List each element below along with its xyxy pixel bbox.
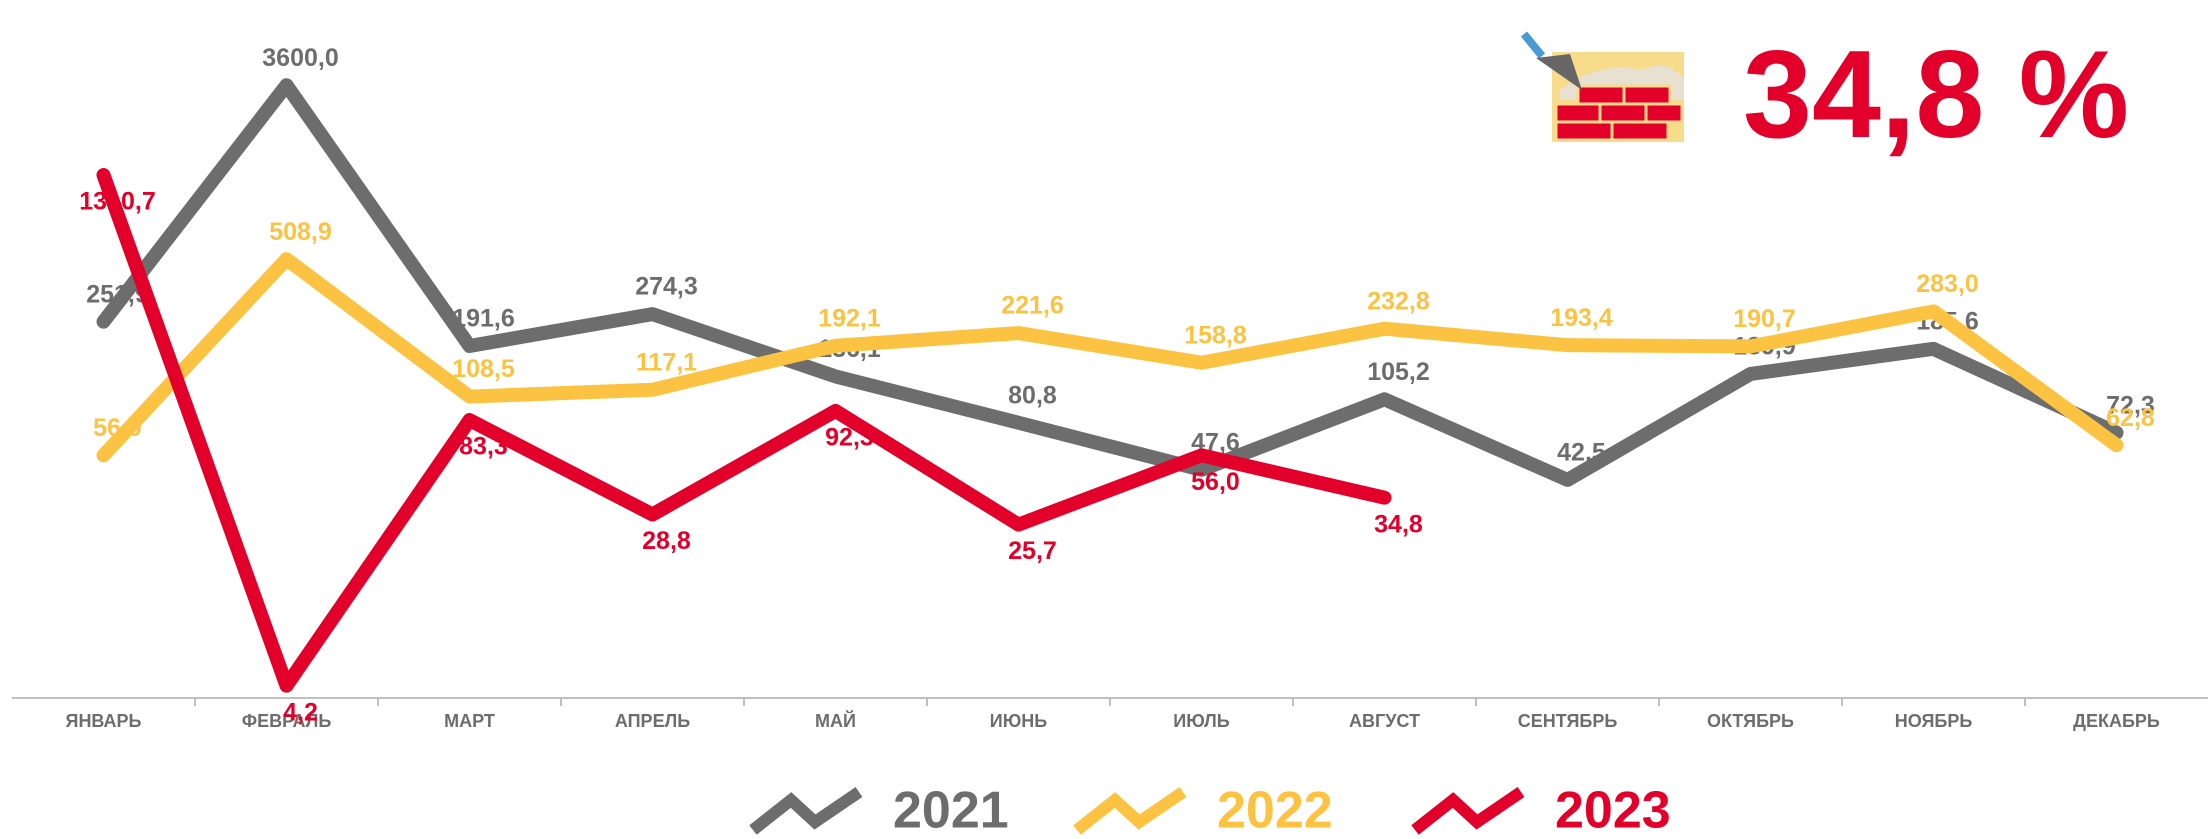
- data-label: 191,6: [452, 305, 515, 333]
- brick-icon: [1520, 31, 1684, 142]
- series-line: [96, 168, 1392, 693]
- data-label: 28,8: [642, 527, 691, 555]
- data-label: 3600,0: [262, 44, 338, 72]
- data-label: 117,1: [636, 348, 697, 376]
- x-tick-label: АВГУСТ: [1349, 711, 1420, 731]
- data-label: 25,7: [1008, 537, 1057, 565]
- legend-label: 2022: [1217, 782, 1333, 839]
- headline: 34,8 %: [1743, 26, 2129, 164]
- data-label: 1310,7: [79, 188, 155, 216]
- x-tick-label: ОКТЯБРЬ: [1707, 711, 1794, 731]
- data-label: 42,5: [1557, 438, 1606, 466]
- data-label: 4,2: [283, 698, 318, 726]
- data-label: 192,1: [818, 304, 881, 332]
- legend-swatch: [749, 787, 863, 835]
- data-label: 232,8: [1367, 287, 1430, 315]
- data-label: 34,8: [1374, 510, 1423, 538]
- x-tick-label: ДЕКАБРЬ: [2073, 711, 2160, 731]
- data-label: 80,8: [1008, 381, 1057, 409]
- legend-swatch: [1411, 787, 1525, 835]
- data-label: 56,0: [93, 414, 142, 442]
- data-label: 72,3: [2106, 391, 2155, 419]
- data-label: 83,3: [459, 433, 508, 461]
- data-label: 274,3: [635, 273, 698, 301]
- data-label: 190,7: [1733, 305, 1796, 333]
- data-label: 62,8: [2106, 404, 2155, 432]
- series-line: [96, 78, 2124, 487]
- x-tick-label: ИЮЛЬ: [1173, 711, 1229, 731]
- x-tick-label: ЯНВАРЬ: [66, 711, 142, 731]
- x-tick-label: ИЮНЬ: [990, 711, 1047, 731]
- series-line: [96, 252, 2124, 463]
- legend-label: 2021: [893, 782, 1009, 839]
- x-tick-label: НОЯБРЬ: [1895, 711, 1973, 731]
- x-tick-label: АПРЕЛЬ: [615, 711, 690, 731]
- data-label: 283,0: [1916, 270, 1979, 298]
- data-label: 56,0: [1191, 468, 1240, 496]
- x-tick-label: МАЙ: [815, 710, 856, 731]
- legend-swatch: [1073, 787, 1187, 835]
- data-label: 92,3: [825, 424, 874, 452]
- x-tick-label: МАРТ: [444, 711, 495, 731]
- data-label: 221,6: [1001, 292, 1064, 320]
- x-tick-label: ФЕВРАЛЬ: [242, 711, 332, 731]
- data-label: 508,9: [269, 218, 332, 246]
- x-tick-label: СЕНТЯБРЬ: [1518, 711, 1618, 731]
- data-label: 193,4: [1550, 304, 1613, 332]
- legend-label: 2023: [1555, 782, 1671, 839]
- data-label: 105,2: [1367, 358, 1430, 386]
- data-label: 108,5: [452, 355, 515, 383]
- data-label: 158,8: [1184, 321, 1247, 349]
